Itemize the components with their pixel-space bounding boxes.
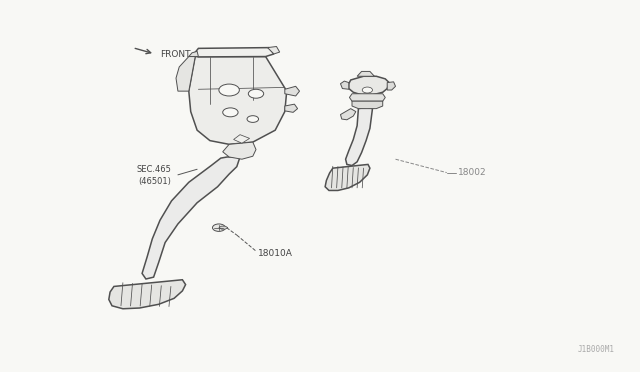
Polygon shape (357, 71, 374, 76)
Circle shape (212, 224, 225, 231)
Polygon shape (268, 46, 280, 54)
Text: FRONT: FRONT (160, 50, 191, 59)
Polygon shape (387, 82, 396, 90)
Polygon shape (349, 94, 385, 101)
Circle shape (247, 116, 259, 122)
Circle shape (248, 89, 264, 98)
Polygon shape (142, 157, 240, 279)
Polygon shape (285, 104, 298, 112)
Text: SEC.465
(46501): SEC.465 (46501) (137, 165, 172, 186)
Polygon shape (234, 135, 250, 143)
Polygon shape (340, 109, 356, 120)
Polygon shape (340, 81, 349, 89)
Polygon shape (346, 107, 372, 166)
Polygon shape (189, 57, 287, 144)
Circle shape (362, 87, 372, 93)
Polygon shape (176, 57, 195, 91)
Circle shape (223, 108, 238, 117)
Polygon shape (219, 226, 228, 229)
Polygon shape (223, 142, 256, 159)
Polygon shape (109, 280, 186, 309)
Circle shape (219, 84, 239, 96)
Polygon shape (189, 51, 198, 57)
Polygon shape (352, 101, 383, 109)
Text: 18010A: 18010A (258, 249, 292, 258)
Polygon shape (285, 86, 300, 96)
Polygon shape (349, 76, 389, 95)
Text: 18002: 18002 (458, 168, 486, 177)
Text: J1B000M1: J1B000M1 (577, 345, 614, 354)
Polygon shape (325, 164, 370, 190)
Polygon shape (193, 48, 274, 57)
